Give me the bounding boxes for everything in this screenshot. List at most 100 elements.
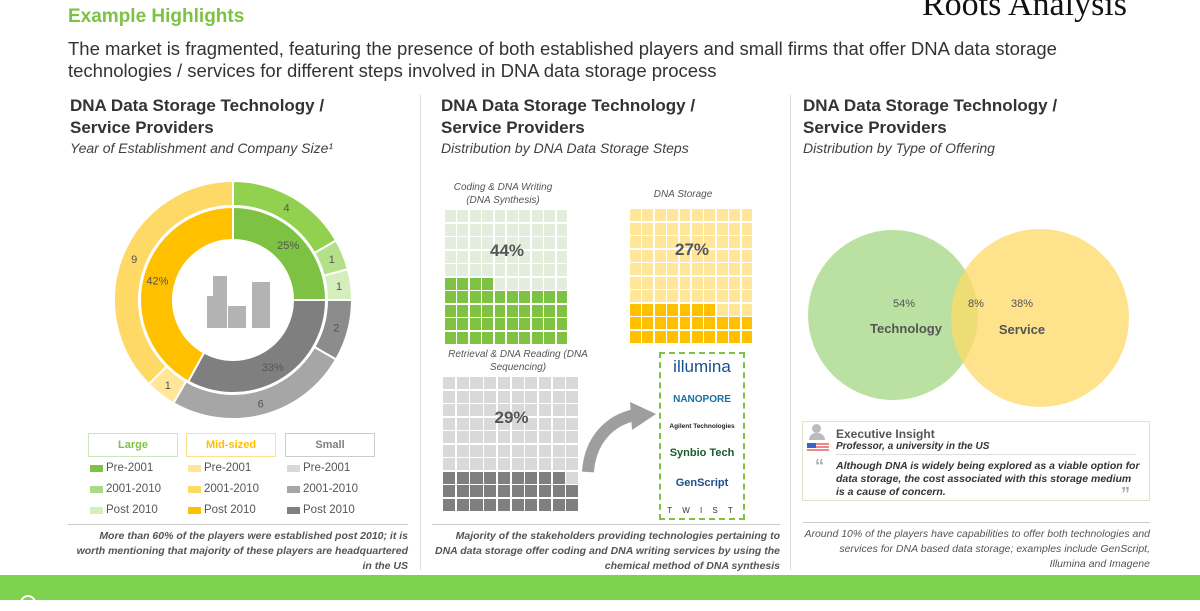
waffle-cell <box>566 417 579 430</box>
footer-bar <box>0 575 1200 611</box>
waffle-cell-filled <box>654 330 666 343</box>
waffle-cell-filled <box>511 471 524 484</box>
waffle-cell-filled <box>642 303 654 316</box>
waffle-cell <box>494 264 506 276</box>
legend-item: Post 2010 <box>90 504 158 516</box>
waffle-cell <box>456 417 469 430</box>
column-1-header: DNA Data Storage Technology / Service Pr… <box>70 95 410 156</box>
legend-swatch <box>287 506 300 514</box>
waffle-cell <box>729 263 741 275</box>
waffle-cell <box>556 277 568 290</box>
column-3-footnote: Around 10% of the players have capabilit… <box>803 522 1150 572</box>
legend-swatch <box>188 506 201 514</box>
waffle-cell <box>470 431 483 443</box>
waffle-cell-filled <box>642 330 654 343</box>
waffle-cell-filled <box>630 317 641 329</box>
waffle-cell <box>692 236 703 248</box>
waffle-cell <box>556 237 568 249</box>
waffle-cell <box>469 223 481 236</box>
waffle-cell <box>741 209 753 221</box>
waffle-cell <box>654 209 666 221</box>
waffle-cell <box>630 263 641 275</box>
waffle-cell-filled <box>470 471 483 484</box>
waffle-cell <box>443 417 456 430</box>
waffle-cell <box>538 377 552 389</box>
waffle-cell-filled <box>679 330 691 343</box>
legend-group-mid-sized: Mid-sized <box>186 433 276 457</box>
waffle-cell <box>716 303 728 316</box>
inner-label: 33% <box>262 362 284 374</box>
waffle-cell <box>456 390 469 403</box>
waffle-cell-filled <box>494 318 506 330</box>
waffle-cell <box>507 237 518 249</box>
column-title-line2: Service Providers <box>70 118 214 137</box>
waffle-cell <box>716 209 728 221</box>
waffle-cell-filled <box>556 318 568 330</box>
waffle-cell-filled <box>507 291 518 303</box>
waffle-cell-filled <box>507 331 518 344</box>
waffle-cell-filled <box>457 291 469 303</box>
company-logos: illumina NANOPORE Agilent Technologies Synb… <box>659 352 745 520</box>
waffle-cell <box>716 222 728 235</box>
waffle-cell <box>741 249 753 262</box>
waffle-cell <box>538 417 552 430</box>
waffle-cell <box>457 210 469 222</box>
waffle-cell <box>566 431 579 443</box>
waffle-cell <box>525 390 538 403</box>
column-3-header: DNA Data Storage Technology / Service Pr… <box>803 95 1143 156</box>
waffle-cell <box>443 444 456 457</box>
waffle-cell <box>443 390 456 403</box>
waffle-cell-filled <box>507 304 518 317</box>
waffle-cell <box>704 276 716 289</box>
waffle-cell <box>531 237 543 249</box>
waffle-cell <box>729 236 741 248</box>
waffle-cell-filled <box>525 485 538 497</box>
waffle-cell <box>630 236 641 248</box>
column-title-line1: DNA Data Storage Technology / <box>441 96 696 115</box>
waffle-cell-filled <box>443 485 456 497</box>
legend-item: Post 2010 <box>188 504 256 516</box>
waffle-cell-filled <box>741 330 753 343</box>
waffle-cell <box>470 390 483 403</box>
legend-swatch <box>90 506 103 514</box>
waffle-cell <box>469 210 481 222</box>
waffle-cell <box>679 290 691 302</box>
waffle-cell <box>470 417 483 430</box>
waffle-cell-filled <box>445 318 456 330</box>
waffle-cell <box>729 276 741 289</box>
waffle-cell-filled <box>667 303 679 316</box>
waffle-cell <box>667 209 679 221</box>
waffle-cell <box>716 236 728 248</box>
waffle-cell <box>507 250 518 263</box>
legend-swatch <box>188 464 201 472</box>
waffle-cell-filled <box>544 318 556 330</box>
waffle-cell <box>457 264 469 276</box>
waffle-cell <box>497 444 510 457</box>
legend-item: Post 2010 <box>287 504 355 516</box>
waffle-cell <box>667 276 679 289</box>
waffle-cell <box>445 264 456 276</box>
waffle-cell <box>497 431 510 443</box>
column-subtitle: Distribution by DNA Data Storage Steps <box>441 140 689 156</box>
waffle-cell <box>484 444 497 457</box>
waffle-cell <box>679 222 691 235</box>
waffle-cell-filled <box>484 498 497 511</box>
waffle-cell <box>484 404 497 416</box>
waffle-cell <box>556 210 568 222</box>
donut-chart: 4 1 1 2 6 1 9 25% 33% 42% <box>113 179 354 420</box>
waffle-cell-filled <box>630 330 641 343</box>
waffle-cell <box>741 222 753 235</box>
waffle-cell-filled <box>716 330 728 343</box>
waffle-cell-filled <box>544 331 556 344</box>
waffle-cell-filled <box>457 304 469 317</box>
waffle-cell <box>470 404 483 416</box>
insight-quote: Although DNA is widely being explored as… <box>836 460 1140 498</box>
waffle-cell <box>630 276 641 289</box>
inner-segment <box>139 205 234 383</box>
waffle-cell <box>482 237 494 249</box>
waffle-cell-filled <box>519 291 531 303</box>
waffle-cell <box>443 458 456 470</box>
waffle-cell-filled <box>729 330 741 343</box>
waffle-cell <box>445 210 456 222</box>
waffle-cell <box>667 263 679 275</box>
